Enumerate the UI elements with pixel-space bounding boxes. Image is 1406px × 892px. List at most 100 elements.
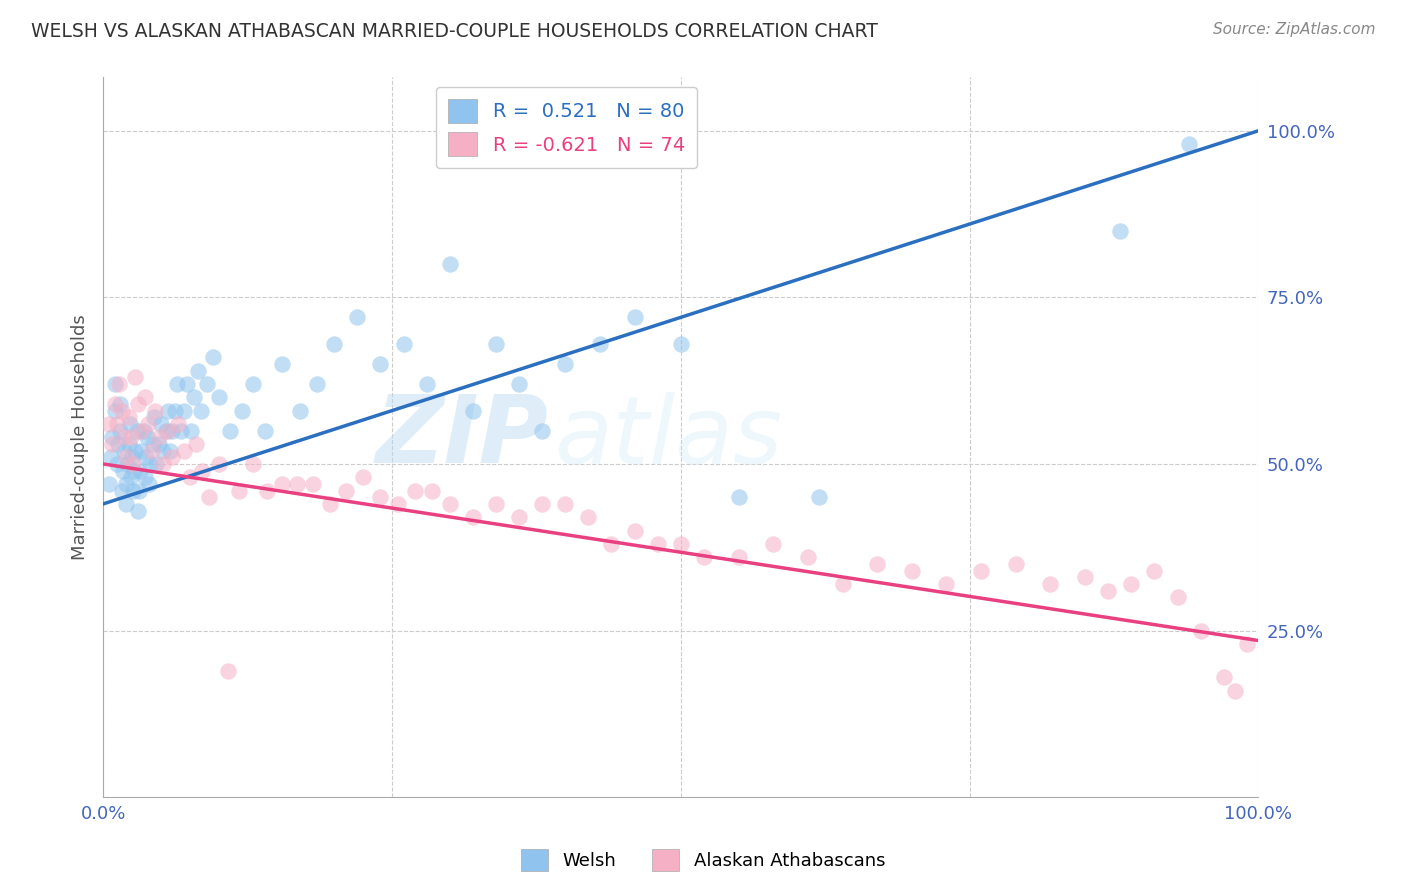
Point [318,497,340,511]
Point [554,497,576,511]
Point [404,483,426,498]
Point [148,430,170,444]
Point [623,310,645,325]
Point [101,437,124,451]
Point [693,550,716,565]
Point [485,497,508,511]
Point [112,443,135,458]
Point [121,450,143,465]
Point [149,417,172,431]
Text: ZIP: ZIP [375,392,548,483]
Point [935,577,957,591]
Point [122,483,145,498]
Point [508,510,530,524]
Point [647,537,669,551]
Point [554,357,576,371]
Point [415,376,437,391]
Point [163,403,186,417]
Point [439,497,461,511]
Point [110,424,132,438]
Point [173,403,195,417]
Point [135,450,157,465]
Point [142,437,165,451]
Point [117,410,139,425]
Point [346,310,368,325]
Point [285,477,308,491]
Point [110,397,132,411]
Point [124,464,146,478]
Point [797,550,820,565]
Point [124,443,146,458]
Point [439,257,461,271]
Point [195,376,218,391]
Point [305,376,328,391]
Point [105,417,128,431]
Legend: Welsh, Alaskan Athabascans: Welsh, Alaskan Athabascans [513,842,893,879]
Point [110,403,132,417]
Point [302,477,325,491]
Point [190,403,212,417]
Point [370,357,392,371]
Point [132,424,155,438]
Point [127,503,149,517]
Point [143,403,166,417]
Point [242,457,264,471]
Point [623,524,645,538]
Point [152,457,174,471]
Point [576,510,599,524]
Point [124,370,146,384]
Point [191,464,214,478]
Point [762,537,785,551]
Point [970,564,993,578]
Point [141,443,163,458]
Point [461,403,484,417]
Text: Source: ZipAtlas.com: Source: ZipAtlas.com [1212,22,1375,37]
Point [219,424,242,438]
Point [1108,224,1130,238]
Legend: R =  0.521   N = 80, R = -0.621   N = 74: R = 0.521 N = 80, R = -0.621 N = 74 [436,87,696,168]
Point [228,483,250,498]
Point [104,403,127,417]
Point [169,424,191,438]
Point [115,450,138,465]
Point [105,457,128,471]
Point [600,537,623,551]
Point [167,417,190,431]
Point [866,557,889,571]
Point [101,430,124,444]
Point [104,376,127,391]
Point [808,490,831,504]
Point [288,403,311,417]
Point [461,510,484,524]
Point [727,490,749,504]
Point [129,443,152,458]
Point [183,390,205,404]
Point [1004,557,1026,571]
Point [184,437,207,451]
Point [669,337,692,351]
Point [531,497,554,511]
Point [136,417,159,431]
Point [187,364,209,378]
Point [134,390,156,404]
Point [242,376,264,391]
Point [148,437,170,451]
Point [115,477,138,491]
Point [138,477,160,491]
Point [589,337,612,351]
Point [208,457,231,471]
Point [1097,583,1119,598]
Point [122,457,145,471]
Point [901,564,924,578]
Point [508,376,530,391]
Point [159,443,181,458]
Point [152,443,174,458]
Y-axis label: Married-couple Households: Married-couple Households [72,314,89,560]
Point [253,424,276,438]
Point [669,537,692,551]
Point [727,550,749,565]
Point [100,450,122,465]
Point [1178,137,1201,152]
Point [1236,637,1258,651]
Point [115,497,138,511]
